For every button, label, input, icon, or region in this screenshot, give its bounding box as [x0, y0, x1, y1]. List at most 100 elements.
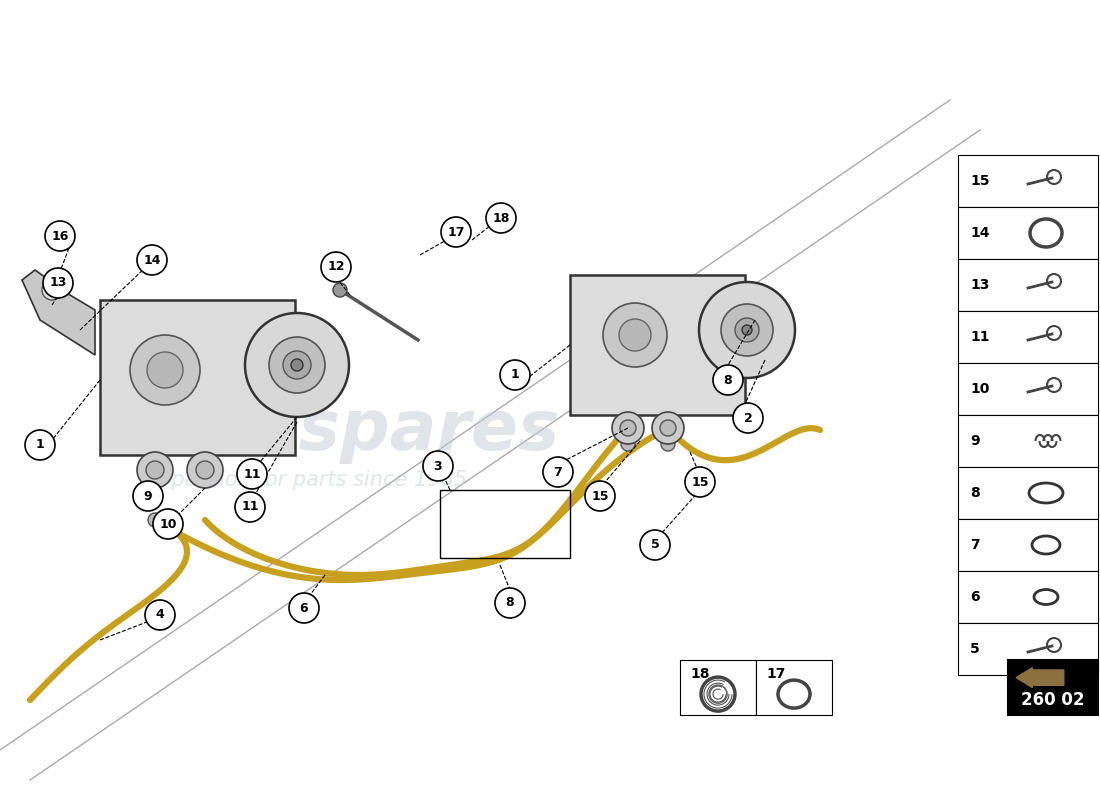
Circle shape	[196, 461, 214, 479]
Text: 10: 10	[970, 382, 989, 396]
Text: 8: 8	[506, 597, 515, 610]
Circle shape	[321, 252, 351, 282]
Bar	[958, 207, 1098, 259]
Circle shape	[742, 325, 752, 335]
Text: 18: 18	[690, 667, 710, 681]
Bar	[570, 275, 745, 415]
Circle shape	[133, 481, 163, 511]
Circle shape	[661, 437, 675, 451]
Text: a passion for parts since 1985: a passion for parts since 1985	[153, 470, 468, 490]
Circle shape	[236, 459, 267, 489]
Bar	[958, 623, 1098, 675]
Bar	[958, 415, 1098, 467]
Text: 6: 6	[299, 602, 308, 614]
Circle shape	[138, 452, 173, 488]
Text: 11: 11	[243, 467, 261, 481]
Bar	[958, 155, 1098, 207]
Text: 13: 13	[970, 278, 989, 292]
Circle shape	[270, 337, 324, 393]
Text: 18: 18	[493, 211, 509, 225]
Text: 8: 8	[970, 486, 980, 500]
Text: 17: 17	[766, 667, 785, 681]
Circle shape	[153, 509, 183, 539]
Circle shape	[283, 351, 311, 379]
Circle shape	[441, 217, 471, 247]
Circle shape	[424, 451, 453, 481]
Circle shape	[138, 245, 167, 275]
Text: 9: 9	[970, 434, 980, 448]
Circle shape	[612, 412, 643, 444]
Text: 14: 14	[970, 226, 990, 240]
Circle shape	[720, 304, 773, 356]
Text: 3: 3	[433, 459, 442, 473]
Circle shape	[603, 303, 667, 367]
Circle shape	[620, 420, 636, 436]
Bar	[440, 490, 570, 558]
Circle shape	[486, 203, 516, 233]
Text: 1: 1	[35, 438, 44, 451]
Bar	[1008, 660, 1098, 715]
Circle shape	[148, 513, 162, 527]
Circle shape	[621, 437, 635, 451]
Text: 1: 1	[510, 369, 519, 382]
Bar	[958, 311, 1098, 363]
Circle shape	[735, 318, 759, 342]
Circle shape	[187, 452, 223, 488]
Text: 16: 16	[52, 230, 68, 242]
Bar	[958, 259, 1098, 311]
Bar	[958, 519, 1098, 571]
Text: 260 02: 260 02	[1021, 690, 1085, 709]
Text: 11: 11	[241, 501, 258, 514]
Text: 5: 5	[650, 538, 659, 551]
Text: 15: 15	[970, 174, 990, 188]
Text: 15: 15	[592, 490, 608, 502]
Text: 15: 15	[691, 475, 708, 489]
Text: 4: 4	[155, 609, 164, 622]
Text: 2: 2	[744, 411, 752, 425]
Text: 17: 17	[448, 226, 464, 238]
Text: eurospares: eurospares	[120, 397, 560, 463]
Bar	[680, 660, 756, 715]
Circle shape	[543, 457, 573, 487]
Circle shape	[145, 600, 175, 630]
Circle shape	[42, 280, 62, 300]
Circle shape	[585, 481, 615, 511]
Circle shape	[660, 420, 676, 436]
Circle shape	[292, 359, 302, 371]
Bar	[958, 363, 1098, 415]
Text: 7: 7	[553, 466, 562, 478]
Text: 9: 9	[144, 490, 152, 502]
Text: 14: 14	[143, 254, 161, 266]
FancyArrow shape	[1016, 668, 1064, 687]
Text: 7: 7	[970, 538, 980, 552]
Circle shape	[235, 492, 265, 522]
Circle shape	[698, 282, 795, 378]
Circle shape	[640, 530, 670, 560]
Polygon shape	[22, 270, 95, 355]
Circle shape	[289, 593, 319, 623]
Bar	[756, 660, 832, 715]
Text: 6: 6	[970, 590, 980, 604]
Circle shape	[619, 319, 651, 351]
Circle shape	[130, 335, 200, 405]
Circle shape	[500, 360, 530, 390]
Circle shape	[147, 352, 183, 388]
Circle shape	[733, 403, 763, 433]
Text: 5: 5	[970, 642, 980, 656]
Bar	[958, 571, 1098, 623]
Text: 11: 11	[970, 330, 990, 344]
Circle shape	[495, 588, 525, 618]
Circle shape	[652, 412, 684, 444]
Circle shape	[43, 268, 73, 298]
Circle shape	[685, 467, 715, 497]
Circle shape	[146, 461, 164, 479]
Bar	[958, 467, 1098, 519]
Circle shape	[45, 221, 75, 251]
Circle shape	[245, 313, 349, 417]
Text: 8: 8	[724, 374, 733, 386]
Text: 12: 12	[328, 261, 344, 274]
Circle shape	[25, 430, 55, 460]
Bar	[100, 300, 295, 455]
Circle shape	[713, 365, 743, 395]
Text: 13: 13	[50, 277, 67, 290]
